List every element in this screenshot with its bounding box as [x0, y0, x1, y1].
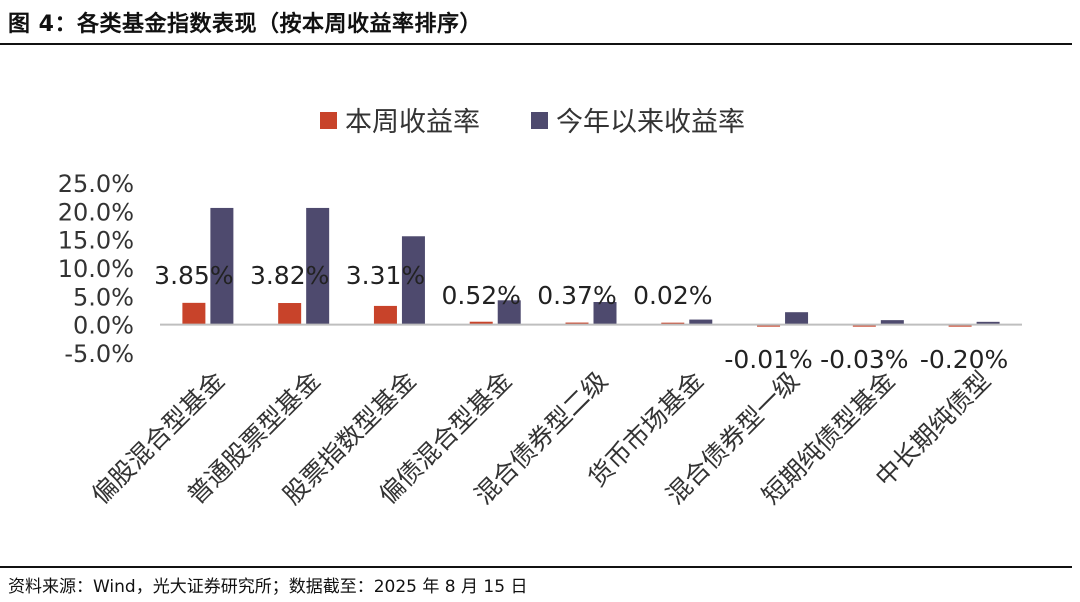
- bar-weekly: [565, 322, 589, 325]
- bar-weekly: [278, 303, 302, 325]
- bar-ytd: [880, 320, 904, 325]
- bars: [182, 207, 1000, 327]
- bar-ytd: [497, 300, 521, 325]
- figure-title: 图 4：各类基金指数表现（按本周收益率排序）: [8, 12, 482, 37]
- data-label-weekly: 0.37%: [537, 281, 616, 310]
- bar-ytd: [689, 319, 713, 325]
- y-tick-label: 20.0%: [58, 198, 134, 226]
- y-tick-label: 0.0%: [73, 312, 134, 340]
- data-label-weekly: 3.82%: [250, 261, 329, 290]
- data-label-weekly: -0.01%: [724, 345, 812, 374]
- bar-ytd: [976, 321, 1000, 325]
- y-tick-label: 15.0%: [58, 227, 134, 255]
- bar-weekly: [373, 305, 397, 325]
- data-label-weekly: 0.52%: [442, 281, 521, 310]
- y-tick-label: 5.0%: [73, 283, 134, 311]
- source-note: 资料来源：Wind，光大证券研究所；数据截至：2025 年 8 月 15 日: [8, 577, 528, 597]
- data-labels: 3.85% 3.82% 3.31% 0.52% 0.37% 0.02% -0.01% -0.0…: [154, 261, 1008, 374]
- bar-weekly: [182, 302, 206, 325]
- legend-swatch-weekly: [320, 112, 337, 129]
- footer-rule: [0, 566, 1072, 568]
- legend-label-weekly: 本周收益率: [345, 107, 480, 138]
- data-label-weekly: 3.85%: [154, 261, 233, 290]
- bar-ytd: [785, 312, 809, 325]
- bar-ytd: [593, 302, 617, 325]
- y-axis: 25.0%20.0%15.0%10.0%5.0%0.0%-5.0%: [58, 170, 134, 368]
- legend-label-ytd: 今年以来收益率: [556, 107, 745, 138]
- data-label-weekly: -0.03%: [820, 345, 908, 374]
- title-rule: [0, 43, 1072, 45]
- x-axis-categories: 偏股混合型基金普通股票型基金股票指数型基金偏债混合型基金混合债券型二级货币市场基…: [86, 366, 996, 510]
- bar-weekly: [469, 321, 493, 325]
- bar-ytd: [210, 207, 234, 325]
- y-tick-label: -5.0%: [64, 340, 134, 368]
- bar-ytd: [401, 236, 425, 325]
- chart-legend: 本周收益率 今年以来收益率: [320, 107, 745, 138]
- legend-swatch-ytd: [531, 112, 548, 129]
- data-label-weekly: -0.20%: [920, 345, 1008, 374]
- data-label-weekly: 3.31%: [346, 261, 425, 290]
- bar-ytd: [306, 207, 330, 325]
- y-tick-label: 10.0%: [58, 255, 134, 283]
- y-tick-label: 25.0%: [58, 170, 134, 198]
- data-label-weekly: 0.02%: [633, 281, 712, 310]
